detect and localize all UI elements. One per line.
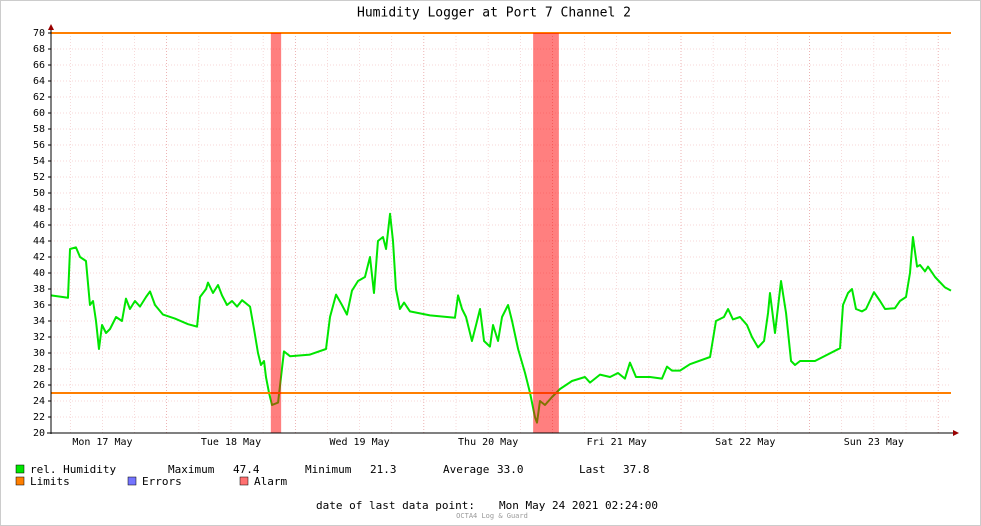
stat-name: Last (579, 463, 606, 476)
y-tick-label: 20 (33, 428, 45, 439)
y-tick-label: 30 (33, 348, 45, 359)
y-tick-label: 34 (33, 316, 45, 327)
y-arrow (48, 24, 54, 30)
stat-name: Minimum (305, 463, 352, 476)
stat-value: 37.8 (623, 463, 650, 476)
x-tick-label: Tue 18 May (201, 437, 261, 448)
x-tick-label: Wed 19 May (329, 437, 389, 448)
legend-swatch (239, 476, 249, 486)
axes: 20 22 24 26 28 30 32 34 36 38 40 42 44 46 48 50 52 54 56 58… (33, 24, 959, 448)
y-tick-label: 56 (33, 140, 45, 151)
x-arrow (953, 430, 959, 436)
legend-swatch (15, 476, 25, 486)
y-tick-label: 38 (33, 284, 45, 295)
x-tick-label: Thu 20 May (458, 437, 518, 448)
watermark: OCTA4 Log & Guard (456, 512, 528, 520)
legend-label: rel. Humidity (30, 463, 116, 476)
legend-label: Errors (142, 475, 182, 488)
y-tick-label: 60 (33, 108, 45, 119)
plot-area (51, 33, 951, 433)
stat-value: 33.0 (497, 463, 524, 476)
series-line (50, 212, 952, 424)
y-tick-label: 42 (33, 252, 45, 263)
alarm-span (533, 33, 559, 433)
legend-label: Alarm (254, 475, 287, 488)
y-tick-label: 36 (33, 300, 45, 311)
x-tick-label: Sun 23 May (844, 437, 904, 448)
y-tick-label: 68 (33, 44, 45, 55)
legend-swatch (15, 464, 25, 474)
y-tick-label: 62 (33, 92, 45, 103)
footer-label: date of last data point: (316, 499, 475, 512)
legend-label: Limits (30, 475, 70, 488)
y-tick-label: 66 (33, 60, 45, 71)
grid (51, 32, 951, 434)
y-tick-label: 22 (33, 412, 45, 423)
overlay (51, 32, 951, 433)
stat-name: Maximum (168, 463, 215, 476)
stat-value: 21.3 (370, 463, 397, 476)
y-tick-label: 54 (33, 156, 45, 167)
y-tick-label: 70 (33, 28, 45, 39)
legend-swatch (127, 476, 137, 486)
y-tick-label: 24 (33, 396, 45, 407)
y-tick-label: 50 (33, 188, 45, 199)
footer-value: Mon May 24 2021 02:24:00 (499, 499, 658, 512)
x-tick-label: Sat 22 May (715, 437, 775, 448)
y-tick-label: 28 (33, 364, 45, 375)
y-tick-label: 26 (33, 380, 45, 391)
y-tick-label: 44 (33, 236, 45, 247)
y-tick-label: 46 (33, 220, 45, 231)
legend: rel. Humidity Maximum 47.4 Minimum 21.3 … (15, 463, 658, 520)
y-tick-label: 40 (33, 268, 45, 279)
y-tick-label: 32 (33, 332, 45, 343)
alarm-span (270, 33, 282, 433)
y-tick-label: 58 (33, 124, 45, 135)
y-tick-label: 52 (33, 172, 45, 183)
plot (50, 212, 952, 424)
y-tick-label: 48 (33, 204, 45, 215)
stat-name: Average (443, 463, 489, 476)
chart-title: Humidity Logger at Port 7 Channel 2 (357, 6, 631, 21)
stat-value: 47.4 (233, 463, 260, 476)
x-tick-label: Fri 21 May (587, 437, 647, 448)
x-tick-label: Mon 17 May (72, 437, 132, 448)
y-tick-label: 64 (33, 76, 45, 87)
